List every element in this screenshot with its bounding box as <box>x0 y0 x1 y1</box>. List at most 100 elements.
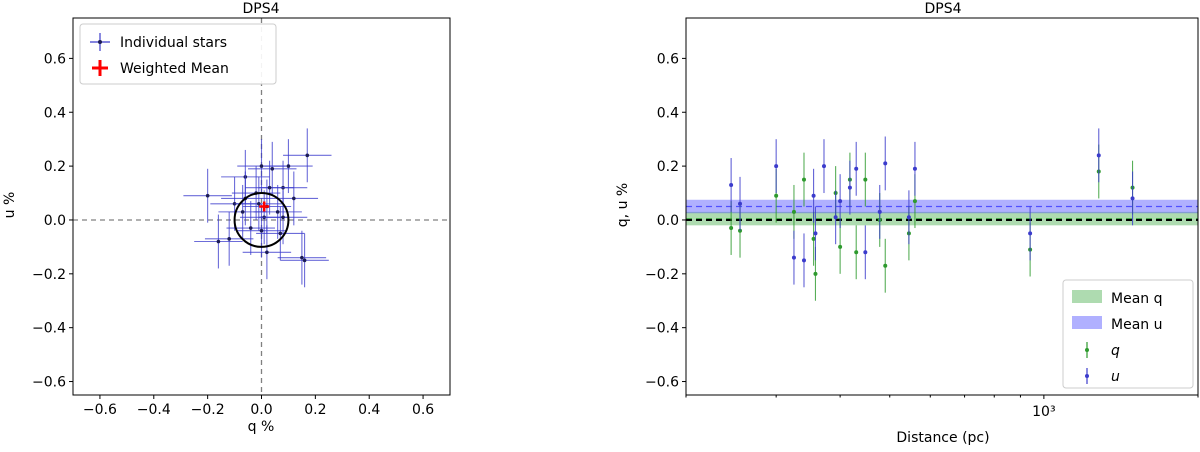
y-tick-label: −0.4 <box>645 321 679 337</box>
u-point <box>801 233 806 288</box>
q-point <box>791 184 796 239</box>
legend-label-mean-q: Mean q <box>1111 291 1162 307</box>
y-tick-label: 0.2 <box>657 159 679 175</box>
star-point <box>242 225 292 280</box>
x-tick-label: 0.2 <box>304 402 326 418</box>
u-point <box>854 141 859 196</box>
left-chart: DPS4 −0.6 −0.4 −0.2 0.0 0.2 0.4 0.6 −0.6−0.4−0… <box>2 1 451 435</box>
x-tick-label: 0.4 <box>358 402 380 418</box>
y-tick-label: 0.0 <box>44 213 66 229</box>
right-chart-title: DPS4 <box>924 1 961 17</box>
y-tick-label: −0.2 <box>32 267 66 283</box>
u-point <box>813 206 818 261</box>
legend-label-mean-u: Mean u <box>1111 317 1162 333</box>
u-marker <box>729 182 734 187</box>
star-marker <box>259 228 264 233</box>
u-point <box>877 184 882 239</box>
y-tick-label: 0.2 <box>44 159 66 175</box>
x-tick-label: −0.4 <box>137 402 171 418</box>
q-point <box>863 152 868 207</box>
left-y-ticks: −0.6 −0.4 −0.2 0.0 0.2 0.4 0.6 <box>32 51 73 391</box>
q-marker <box>791 209 796 214</box>
u-point <box>883 136 888 191</box>
u-marker <box>1028 231 1033 236</box>
right-data-points <box>729 128 1135 301</box>
q-marker <box>912 199 917 204</box>
star-marker <box>275 210 280 214</box>
right-legend-symbols <box>1072 290 1102 384</box>
q-marker <box>774 193 779 198</box>
star-point <box>237 203 286 258</box>
star-marker <box>240 210 245 214</box>
star-marker <box>248 226 253 230</box>
star-marker <box>278 231 283 236</box>
left-weighted-mean <box>259 201 270 212</box>
legend-errorbar-dot <box>98 40 102 44</box>
u-marker <box>912 166 917 171</box>
left-chart-title: DPS4 <box>242 1 279 17</box>
right-x-axis-label: Distance (pc) <box>896 430 989 446</box>
q-marker <box>854 250 859 255</box>
right-legend: Mean q Mean u q u <box>1062 279 1194 389</box>
star-marker <box>259 164 264 168</box>
right-legend-box <box>1062 279 1194 389</box>
star-marker <box>205 193 210 198</box>
u-marker <box>813 231 818 236</box>
legend-label-q: q <box>1111 343 1120 359</box>
u-point <box>738 176 743 231</box>
u-marker <box>906 215 911 220</box>
star-marker <box>227 237 231 241</box>
u-marker <box>1130 196 1135 201</box>
u-marker <box>854 166 859 171</box>
star-point <box>264 139 313 194</box>
u-point <box>821 139 826 194</box>
x-tick-label: −0.2 <box>191 402 225 418</box>
u-point <box>729 158 734 212</box>
left-x-axis-label: q % <box>248 419 275 435</box>
legend-label-u: u <box>1111 369 1120 385</box>
y-tick-label: −0.6 <box>32 375 66 391</box>
star-marker <box>281 215 285 220</box>
star-marker <box>267 185 272 190</box>
x-tick-label: −0.6 <box>83 402 117 418</box>
legend-label-weighted-mean: Weighted Mean <box>120 61 229 77</box>
y-tick-label: 0.6 <box>657 51 679 67</box>
q-marker <box>883 263 888 268</box>
u-marker <box>833 215 838 220</box>
right-x-ticks: 10³ <box>685 395 1199 420</box>
right-chart: DPS4 10³ −0.6 −0.4 −0.2 0.0 0.2 0.4 0.6 Distan… <box>615 1 1199 446</box>
star-marker <box>286 164 291 168</box>
star-marker <box>257 202 261 206</box>
star-marker <box>305 153 310 158</box>
right-y-axis-label: q, u % <box>615 183 631 227</box>
y-tick-label: 0.0 <box>657 213 679 229</box>
left-y-axis-label: u % <box>2 192 18 219</box>
q-point <box>801 152 806 207</box>
u-point <box>811 168 816 223</box>
u-point <box>847 160 852 215</box>
right-mean-bands <box>686 199 1198 226</box>
u-marker <box>863 250 868 255</box>
star-marker <box>292 196 296 201</box>
u-point <box>1028 206 1033 261</box>
star-point <box>183 168 232 223</box>
x-tick-label: 0.0 <box>250 402 272 418</box>
q-marker <box>729 226 734 231</box>
u-marker <box>838 199 843 204</box>
star-marker <box>300 255 304 260</box>
q-marker <box>863 177 868 182</box>
u-marker <box>877 209 882 214</box>
right-axes-frame <box>685 17 1199 396</box>
u-marker <box>811 193 816 198</box>
star-marker <box>302 258 307 263</box>
y-tick-label: 0.4 <box>44 105 66 121</box>
u-point <box>833 190 838 245</box>
u-point <box>1096 128 1101 183</box>
u-point <box>774 139 779 194</box>
legend-band-u-swatch <box>1072 316 1102 329</box>
star-point <box>204 211 254 266</box>
y-tick-label: −0.2 <box>645 267 679 283</box>
x-tick-label: 10³ <box>1032 404 1055 420</box>
